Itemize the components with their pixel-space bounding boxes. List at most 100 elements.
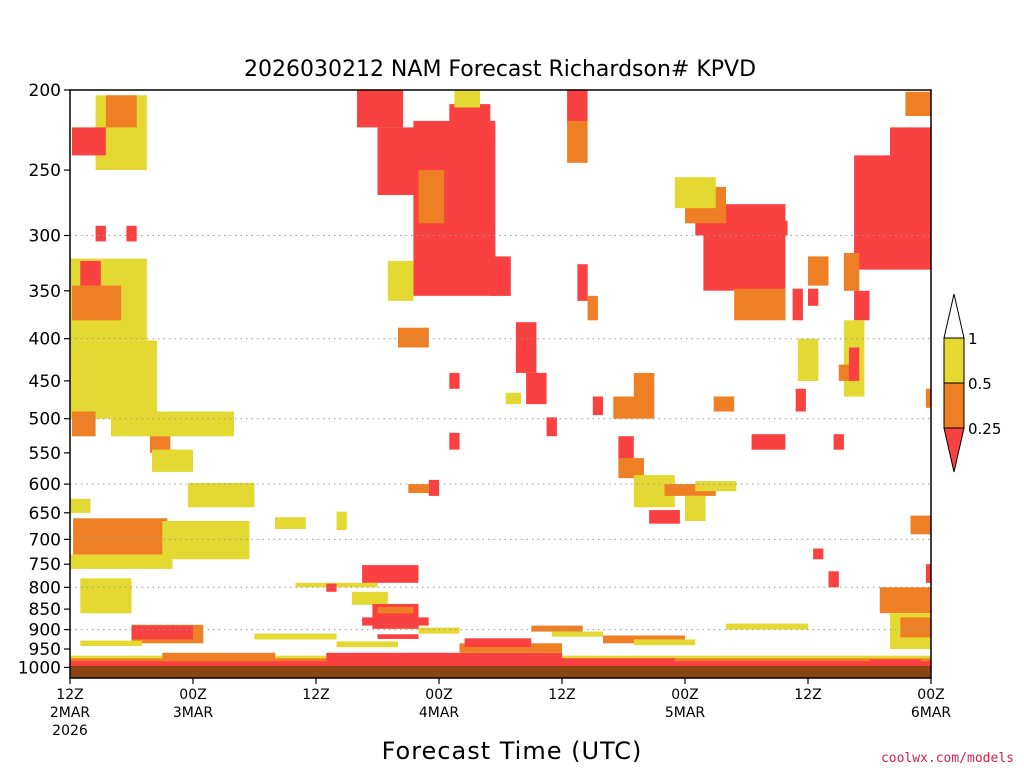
ri-region-red <box>428 479 440 496</box>
ri-region-red <box>95 225 106 242</box>
y-tick-label-500: 500 <box>29 410 61 430</box>
y-tick-label-700: 700 <box>29 530 61 550</box>
ri-region-yellow <box>633 639 696 646</box>
ri-region-red <box>849 347 860 381</box>
ri-region-yellow <box>505 392 521 405</box>
credit-text[interactable]: coolwx.com/models <box>881 751 1014 766</box>
ri-region-red <box>326 583 337 592</box>
x-tick-label-48-1: 12Z <box>548 687 575 703</box>
ri-region-red <box>515 322 537 373</box>
x-tick-label-0-3: 2026 <box>52 723 88 739</box>
ri-region-red <box>854 290 870 321</box>
ri-region-red <box>562 658 675 662</box>
ri-region-orange <box>398 327 429 348</box>
ri-region-yellow <box>551 631 604 637</box>
colorbar-box-orange <box>943 382 965 429</box>
y-tick-label-850: 850 <box>29 600 61 620</box>
chart-title: 2026030212 NAM Forecast Richardson# KPVD <box>244 57 756 82</box>
ri-region-red <box>546 417 557 437</box>
x-axis-label: Forecast Time (UTC) <box>382 737 643 765</box>
ri-region-yellow <box>695 481 737 492</box>
ri-region-red <box>326 652 563 662</box>
y-tick-label-350: 350 <box>29 282 61 302</box>
ri-region-orange <box>162 652 276 660</box>
ri-region-red <box>828 571 839 588</box>
ri-region-yellow <box>254 633 337 640</box>
ri-region-red <box>577 264 588 301</box>
ri-region-red <box>695 220 788 236</box>
ri-region-yellow <box>387 260 414 301</box>
y-tick-label-250: 250 <box>29 161 61 181</box>
ri-region-red <box>357 90 404 128</box>
ri-region-red <box>869 659 921 665</box>
ri-region-red <box>80 260 101 286</box>
ri-region-yellow <box>418 627 460 634</box>
ri-region-orange <box>72 285 122 321</box>
ri-region-yellow <box>726 623 808 630</box>
ri-region-yellow <box>275 517 306 529</box>
ri-region-orange <box>149 436 171 453</box>
y-tick-label-900: 900 <box>29 621 61 641</box>
ri-region-orange <box>459 643 562 653</box>
colorbar-legend: 1 0.5 0.25 <box>943 293 1001 473</box>
ri-region-red <box>567 90 588 125</box>
x-tick-label-24-1: 12Z <box>302 687 329 703</box>
colorbar-box-yellow <box>943 337 965 384</box>
ri-region-yellow <box>685 495 706 521</box>
ri-region-orange <box>925 388 931 408</box>
colorbar-bottom-triangle <box>943 427 965 473</box>
y-axis: 200 250 300 350 400 450 500 550 600 650 700 750 8008… <box>18 81 70 678</box>
x-tick-label-12-1: 00Z <box>179 687 206 703</box>
ri-region-red <box>490 256 511 296</box>
ri-region-orange <box>808 256 829 286</box>
ri-region-yellow <box>797 338 819 381</box>
ri-region-red <box>377 634 419 639</box>
ri-region-orange <box>613 396 655 419</box>
ri-region-red <box>808 288 819 306</box>
ri-region-orange <box>105 95 137 128</box>
ri-region-red <box>449 372 460 389</box>
ri-region-orange <box>531 625 583 632</box>
ri-region-red <box>464 638 532 648</box>
ri-region-orange <box>664 484 716 496</box>
ri-region-yellow <box>351 591 388 605</box>
ri-region-red <box>72 127 106 156</box>
y-tick-label-450: 450 <box>29 372 61 392</box>
gridlines <box>70 235 931 631</box>
y-tick-label-550: 550 <box>29 444 61 464</box>
ri-region-orange <box>418 170 445 224</box>
x-tick-label-72-1: 12Z <box>794 687 821 703</box>
ri-region-yellow <box>187 482 255 508</box>
x-axis: 12Z 2MAR 2026 00Z 3MAR 12Z 00Z 4MAR 12Z 00Z 5MAR 12… <box>50 678 951 739</box>
y-tick-label-400: 400 <box>29 330 61 350</box>
ri-region-yellow <box>70 340 158 419</box>
ri-region-orange <box>843 253 860 291</box>
ri-region-red <box>126 225 137 242</box>
colorbar-label-0p5: 0.5 <box>968 375 992 393</box>
ri-region-red <box>751 434 786 450</box>
y-tick-label-600: 600 <box>29 475 61 495</box>
ri-region-yellow <box>336 641 398 648</box>
ri-region-orange <box>910 515 931 535</box>
ri-region-orange <box>905 91 931 116</box>
ri-region-orange <box>879 587 931 614</box>
ri-region-red <box>618 436 634 460</box>
ri-region-red <box>449 104 491 141</box>
ri-region-yellow <box>162 521 250 560</box>
ri-region-orange <box>567 120 588 163</box>
x-tick-label-60-2: 5MAR <box>665 705 706 721</box>
x-tick-label-12-2: 3MAR <box>173 705 214 721</box>
ri-region-red <box>377 127 419 195</box>
ri-region-red <box>649 510 680 524</box>
ri-region-orange <box>633 372 655 397</box>
ri-region-red <box>925 564 931 583</box>
ri-region-orange <box>900 617 931 638</box>
ground-surface <box>70 666 931 678</box>
ri-region-red <box>526 372 547 405</box>
y-tick-label-750: 750 <box>29 555 61 575</box>
y-tick-label-1000: 1000 <box>18 658 61 678</box>
x-tick-label-0-1: 12Z <box>56 687 83 703</box>
ri-region-orange <box>838 364 850 381</box>
ri-region-orange <box>713 396 735 412</box>
